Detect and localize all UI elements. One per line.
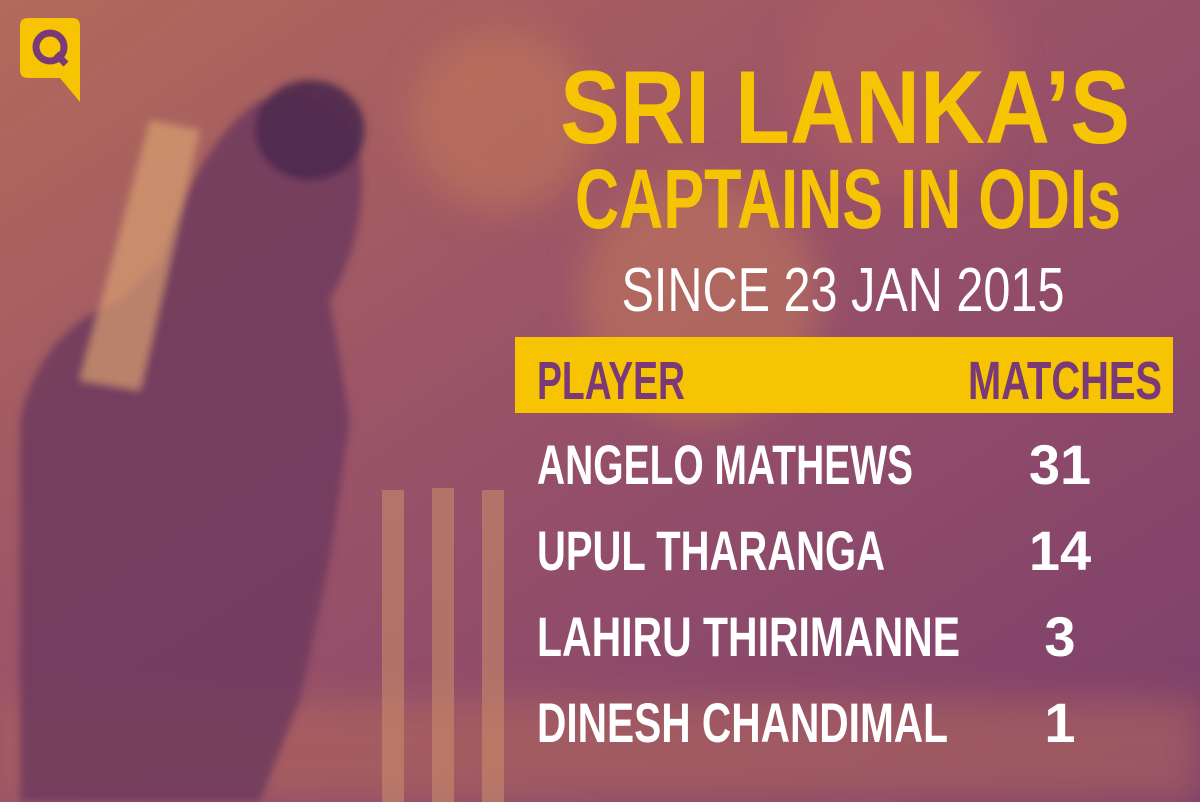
title-line: CAPTAINS IN ODIs bbox=[575, 152, 1121, 246]
player-name: DINESH CHANDIMAL bbox=[537, 691, 948, 754]
subtitle: SINCE 23 JAN 2015 bbox=[622, 256, 1065, 325]
logo bbox=[20, 18, 80, 102]
player-name: UPUL THARANGA bbox=[537, 519, 885, 582]
column-header: MATCHES bbox=[968, 351, 1162, 411]
match-count: 14 bbox=[1029, 519, 1091, 582]
player-name: ANGELO MATHEWS bbox=[537, 433, 913, 496]
table-header-bar bbox=[515, 337, 1173, 413]
player-name: LAHIRU THIRIMANNE bbox=[537, 605, 960, 668]
match-count: 1 bbox=[1044, 691, 1075, 754]
match-count: 31 bbox=[1029, 433, 1091, 496]
match-count: 3 bbox=[1044, 605, 1075, 668]
stumps bbox=[382, 488, 504, 802]
batsman-silhouette bbox=[20, 80, 365, 802]
column-header: PLAYER bbox=[537, 351, 685, 411]
title-line: SRI LANKA’S bbox=[560, 50, 1130, 166]
